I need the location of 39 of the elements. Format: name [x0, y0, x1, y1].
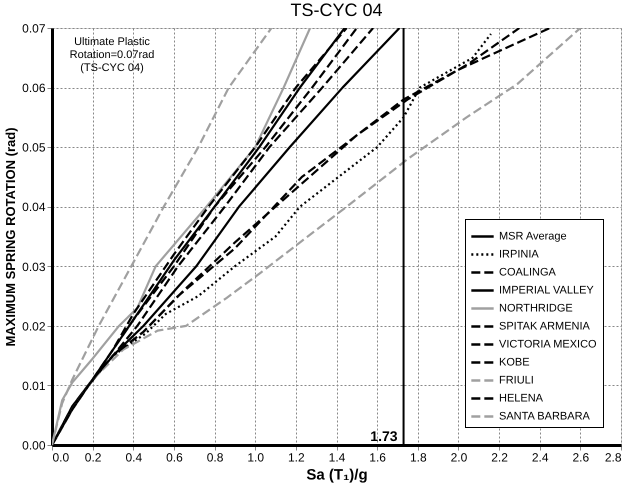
x-tick-label: 0.8	[206, 450, 224, 464]
x-tick-label: 1.4	[328, 450, 346, 464]
x-tick-label: 1.2	[288, 450, 306, 464]
legend-label: MSR Average	[499, 230, 567, 242]
y-tick-label: 0.06	[22, 81, 46, 96]
x-axis-title: Sa (T₁)/g	[306, 466, 368, 484]
legend-label: SPITAK ARMENIA	[499, 320, 591, 332]
x-tick-label: 2.0	[450, 450, 468, 464]
x-tick-label: 2.2	[491, 450, 508, 464]
legend-label: NORTHRIDGE	[499, 302, 573, 314]
legend-label: IRPINIA	[499, 248, 540, 260]
y-axis-title: MAXIMUM SPRING ROTATION (rad)	[3, 127, 18, 347]
y-tick-label: 0.01	[22, 378, 46, 393]
y-tick-label: 0.05	[22, 140, 46, 155]
y-tick-label: 0.00	[22, 438, 46, 452]
legend-label: KOBE	[499, 356, 530, 368]
legend-label: FRIULI	[499, 374, 534, 386]
x-tick-label: 0.2	[84, 450, 102, 464]
ref-line-label: 1.73	[370, 428, 398, 444]
x-tick-label: 1.8	[410, 450, 427, 464]
legend-label: HELENA	[499, 392, 544, 404]
x-tick-label: 0.4	[125, 450, 142, 464]
y-tick-label: 0.03	[22, 260, 46, 274]
y-tick-label: 0.02	[22, 319, 46, 334]
x-tick-label: 1.6	[369, 450, 386, 464]
x-tick-label: 2.4	[532, 450, 549, 464]
x-tick-label: 0.6	[166, 450, 184, 464]
x-tick-label: 2.6	[572, 450, 590, 464]
legend-label: VICTORIA MEXICO	[499, 338, 598, 350]
legend-label: COALINGA	[499, 266, 557, 278]
legend-label: IMPERIAL VALLEY	[499, 284, 594, 296]
x-tick-label: 1.0	[247, 450, 264, 464]
x-tick-label: 2.8	[604, 450, 622, 464]
chart-title: TS-CYC 04	[290, 0, 383, 20]
legend-label: SANTA BARBARA	[499, 410, 591, 422]
annotation: Ultimate Plastic Rotation=0.07rad (TS-CYC 04)	[70, 36, 154, 74]
y-tick-label: 0.04	[22, 200, 46, 214]
y-tick-label: 0.07	[22, 22, 46, 36]
x-tick-label: 0.0	[52, 450, 70, 464]
